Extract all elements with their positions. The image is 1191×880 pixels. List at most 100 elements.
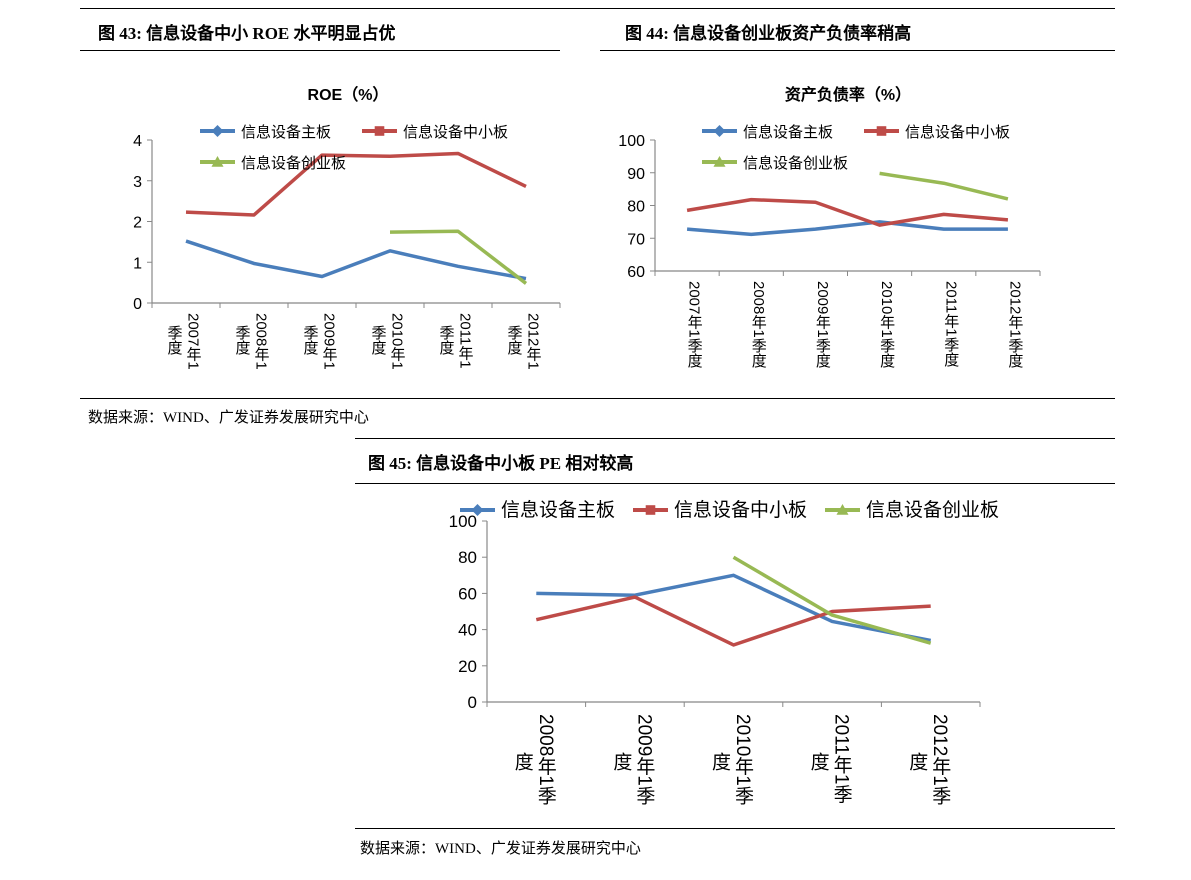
legend-label: 信息设备主板 bbox=[241, 123, 331, 141]
legend-label: 信息设备主板 bbox=[743, 123, 833, 141]
legend-label: 信息设备创业板 bbox=[866, 499, 999, 521]
chart-title: ROE（%） bbox=[308, 86, 389, 104]
series-main bbox=[536, 573, 932, 643]
x-category-label: 季度 bbox=[302, 325, 319, 355]
y-tick-label: 60 bbox=[627, 264, 645, 281]
series-line bbox=[389, 229, 528, 285]
legend-item: 信息设备中小板 bbox=[362, 123, 508, 141]
legend-label: 信息设备中小板 bbox=[403, 123, 508, 141]
x-category-label: 2008年1 bbox=[253, 313, 270, 370]
x-category-label: 度 bbox=[709, 752, 731, 771]
legend-marker bbox=[713, 156, 726, 167]
series-gem bbox=[879, 171, 1009, 201]
y-tick-label: 90 bbox=[627, 166, 645, 183]
series-line bbox=[686, 197, 1009, 227]
legend-label: 信息设备中小板 bbox=[674, 499, 807, 521]
x-category-label: 2012年1季度 bbox=[1006, 281, 1023, 368]
legend-item: 信息设备创业板 bbox=[200, 154, 346, 172]
y-tick-label: 0 bbox=[133, 296, 142, 313]
legend-marker bbox=[471, 504, 484, 516]
x-category-label: 2009年1季度 bbox=[814, 281, 831, 368]
legend-item: 信息设备中小板 bbox=[864, 123, 1010, 141]
legend-label: 信息设备创业板 bbox=[743, 154, 848, 172]
chart-title: 资产负债率（%） bbox=[785, 85, 911, 104]
legend-item: 信息设备中小板 bbox=[633, 499, 807, 521]
figure-44-title: 图 44: 信息设备创业板资产负债率稍高 bbox=[625, 24, 912, 43]
figure-45-top-rule bbox=[355, 438, 1115, 439]
series-sme bbox=[686, 197, 1009, 227]
series-main bbox=[185, 239, 527, 281]
y-tick-label: 40 bbox=[458, 621, 477, 640]
legend-item: 信息设备主板 bbox=[200, 123, 331, 141]
legend-marker bbox=[211, 125, 224, 137]
x-category-label: 度 bbox=[512, 752, 534, 771]
x-category-label: 2012年1季 bbox=[929, 714, 951, 805]
y-tick-label: 70 bbox=[627, 231, 645, 248]
series-sme bbox=[535, 595, 931, 647]
legend-item: 信息设备创业板 bbox=[702, 154, 848, 172]
legend-item: 信息设备主板 bbox=[460, 499, 615, 521]
series-line bbox=[686, 220, 1008, 237]
legend-item: 信息设备主板 bbox=[702, 123, 833, 141]
legend-marker bbox=[374, 126, 385, 136]
x-category-label: 2009年1季 bbox=[633, 714, 655, 805]
y-tick-label: 100 bbox=[449, 512, 477, 531]
top-rule bbox=[80, 8, 1115, 9]
legend-marker bbox=[876, 126, 887, 136]
legend-marker bbox=[836, 504, 849, 515]
series-gem bbox=[732, 555, 932, 645]
x-category-label: 季度 bbox=[234, 325, 251, 355]
x-category-label: 2008年1季 bbox=[535, 714, 557, 805]
legend-item: 信息设备创业板 bbox=[825, 499, 999, 521]
x-category-label: 2007年1季度 bbox=[686, 281, 703, 368]
x-category-label: 季度 bbox=[438, 325, 455, 355]
series-line bbox=[535, 595, 931, 647]
x-category-label: 2011年1季度 bbox=[942, 281, 959, 367]
x-category-label: 度 bbox=[808, 752, 830, 771]
x-category-label: 季度 bbox=[506, 325, 523, 355]
y-tick-label: 4 bbox=[133, 133, 142, 150]
y-tick-label: 20 bbox=[458, 657, 477, 676]
y-tick-label: 1 bbox=[133, 255, 142, 272]
legend-marker bbox=[713, 125, 726, 137]
y-tick-label: 80 bbox=[627, 199, 645, 216]
series-line bbox=[185, 151, 527, 217]
x-category-label: 2010年1 bbox=[389, 313, 406, 370]
y-tick-label: 60 bbox=[458, 584, 477, 603]
series-main bbox=[686, 220, 1008, 237]
y-tick-label: 0 bbox=[468, 693, 477, 712]
x-category-label: 2010年1季 bbox=[732, 714, 754, 805]
x-category-label: 2008年1季度 bbox=[750, 281, 767, 368]
legend-label: 信息设备中小板 bbox=[905, 123, 1010, 141]
x-category-label: 2010年1季度 bbox=[878, 281, 895, 368]
y-tick-label: 100 bbox=[618, 133, 645, 150]
debt-ratio-chart: 资产负债率（%） 60 70 80 90 100 2007年1季度 2008年1季度 2009年… bbox=[618, 85, 1041, 368]
y-tick-label: 80 bbox=[458, 548, 477, 567]
series-gem bbox=[389, 229, 528, 285]
series-line bbox=[879, 171, 1009, 201]
x-category-label: 度 bbox=[610, 752, 632, 771]
figure-45-title: 图 45: 信息设备中小板 PE 相对较高 bbox=[368, 454, 634, 473]
y-tick-label: 2 bbox=[133, 215, 142, 232]
legend-marker bbox=[645, 505, 656, 515]
x-category-label: 2012年1 bbox=[525, 313, 542, 370]
x-category-label: 2007年1 bbox=[185, 313, 202, 370]
x-category-label: 2011年1季 bbox=[831, 714, 853, 803]
series-line bbox=[536, 573, 932, 643]
figure-45-bottom-rule bbox=[355, 828, 1115, 829]
x-category-label: 季度 bbox=[166, 325, 183, 355]
series-line bbox=[185, 239, 527, 281]
title-rule-left bbox=[80, 50, 560, 51]
legend-label: 信息设备主板 bbox=[501, 499, 615, 521]
title-rule-right bbox=[600, 50, 1115, 51]
x-category-label: 度 bbox=[906, 752, 928, 771]
source-note-1: 数据来源：WIND、广发证券发展研究中心 bbox=[88, 410, 369, 426]
y-tick-label: 3 bbox=[133, 174, 142, 191]
series-line bbox=[732, 555, 932, 645]
section-rule bbox=[80, 398, 1115, 399]
legend-label: 信息设备创业板 bbox=[241, 154, 346, 172]
x-category-label: 2009年1 bbox=[321, 313, 338, 370]
x-category-label: 季度 bbox=[370, 325, 387, 355]
